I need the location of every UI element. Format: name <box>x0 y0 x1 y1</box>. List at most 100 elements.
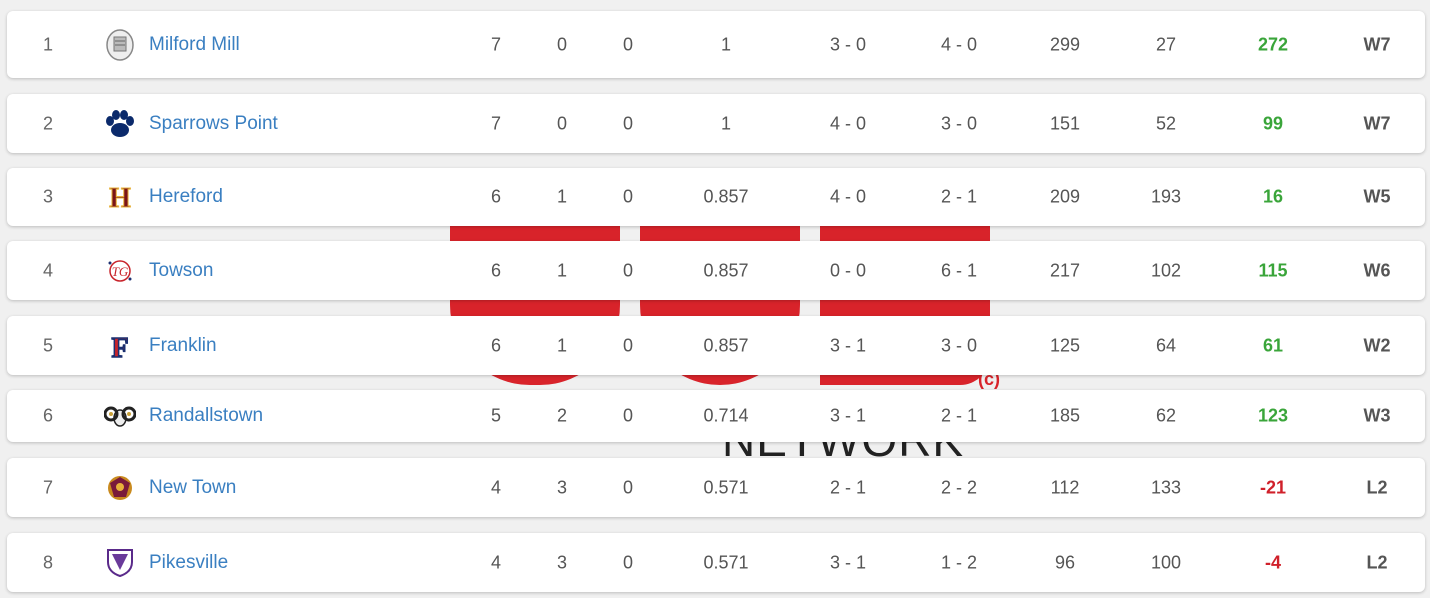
standings-row: 8 Pikesville 4 3 0 0.571 3 - 1 1 - 2 96 … <box>7 533 1425 592</box>
points-for-cell: 209 <box>1049 186 1081 207</box>
points-for-cell: 217 <box>1049 260 1081 280</box>
team-link[interactable]: Franklin <box>149 334 217 356</box>
away-cell: 1 - 2 <box>940 552 978 572</box>
home-cell: 0 - 0 <box>829 260 867 280</box>
standings-row: 1 Milford Mill 7 0 0 1 3 - 0 4 - 0 299 2… <box>7 11 1425 78</box>
rank-cell: 6 <box>42 405 54 426</box>
away-cell: 2 - 1 <box>940 186 978 207</box>
standings-row: 5 F Franklin 6 1 0 0.857 3 - 1 3 - 0 125… <box>7 316 1425 375</box>
pct-cell: 1 <box>720 34 732 54</box>
team-link[interactable]: New Town <box>149 476 237 498</box>
ties-cell: 0 <box>622 113 634 133</box>
away-cell: 3 - 0 <box>940 335 978 355</box>
team-link[interactable]: Towson <box>149 259 214 281</box>
rank-cell: 4 <box>42 260 54 280</box>
losses-cell: 2 <box>556 405 568 426</box>
away-cell: 3 - 0 <box>940 113 978 133</box>
points-for-cell: 185 <box>1049 405 1081 426</box>
points-for-cell: 299 <box>1049 34 1081 54</box>
ties-cell: 0 <box>622 552 634 572</box>
losses-cell: 0 <box>556 34 568 54</box>
team-link[interactable]: Sparrows Point <box>149 112 278 134</box>
streak-cell: W7 <box>1363 113 1391 133</box>
home-cell: 4 - 0 <box>829 186 867 207</box>
points-against-cell: 27 <box>1155 34 1177 54</box>
point-diff-cell: 16 <box>1262 186 1284 207</box>
standings-row: 4 TG Towson 6 1 0 0.857 0 - 0 6 - 1 217 … <box>7 241 1425 300</box>
losses-cell: 3 <box>556 477 568 497</box>
seal-logo-icon <box>104 28 136 61</box>
wins-cell: 7 <box>490 34 502 54</box>
pct-cell: 0.571 <box>703 552 749 572</box>
team-link[interactable]: Hereford <box>149 186 223 207</box>
home-cell: 3 - 1 <box>829 405 867 426</box>
pct-cell: 0.571 <box>703 477 749 497</box>
svg-text:F: F <box>111 333 128 360</box>
losses-cell: 1 <box>556 335 568 355</box>
losses-cell: 1 <box>556 260 568 280</box>
rank-cell: 3 <box>42 186 54 207</box>
point-diff-cell: -21 <box>1259 477 1287 497</box>
point-diff-cell: 61 <box>1262 335 1284 355</box>
standings-row: 7 New Town 4 3 0 0.571 2 - 1 2 - 2 112 1… <box>7 458 1425 517</box>
svg-text:H: H <box>109 183 131 211</box>
away-cell: 2 - 1 <box>940 405 978 426</box>
home-cell: 3 - 1 <box>829 335 867 355</box>
points-against-cell: 102 <box>1150 260 1182 280</box>
ties-cell: 0 <box>622 260 634 280</box>
wins-cell: 4 <box>490 477 502 497</box>
home-cell: 3 - 0 <box>829 34 867 54</box>
standings-row: 6 Randallstown 5 2 0 0.714 3 - 1 2 - 1 1… <box>7 390 1425 442</box>
home-cell: 2 - 1 <box>829 477 867 497</box>
streak-cell: W3 <box>1363 405 1391 426</box>
away-cell: 4 - 0 <box>940 34 978 54</box>
point-diff-cell: 99 <box>1262 113 1284 133</box>
team-link[interactable]: Randallstown <box>149 405 264 426</box>
team-link[interactable]: Milford Mill <box>149 33 240 55</box>
points-for-cell: 151 <box>1049 113 1081 133</box>
losses-cell: 3 <box>556 552 568 572</box>
pct-cell: 1 <box>720 113 732 133</box>
points-against-cell: 62 <box>1155 405 1177 426</box>
points-against-cell: 52 <box>1155 113 1177 133</box>
points-for-cell: 96 <box>1054 552 1076 572</box>
away-cell: 2 - 2 <box>940 477 978 497</box>
h-letter-logo-icon: H <box>104 181 136 213</box>
wins-cell: 6 <box>490 335 502 355</box>
titan-logo-icon <box>104 472 136 504</box>
wins-cell: 6 <box>490 186 502 207</box>
ties-cell: 0 <box>622 335 634 355</box>
pct-cell: 0.857 <box>703 186 749 207</box>
point-diff-cell: -4 <box>1264 552 1282 572</box>
paw-logo-icon <box>104 108 136 140</box>
ties-cell: 0 <box>622 34 634 54</box>
standings-row: 3 H Hereford 6 1 0 0.857 4 - 0 2 - 1 209… <box>7 168 1425 226</box>
rank-cell: 8 <box>42 552 54 572</box>
away-cell: 6 - 1 <box>940 260 978 280</box>
points-for-cell: 112 <box>1050 477 1080 497</box>
svg-text:TG: TG <box>112 264 129 279</box>
shield-logo-icon <box>104 547 136 579</box>
pct-cell: 0.857 <box>703 260 749 280</box>
losses-cell: 0 <box>556 113 568 133</box>
rank-cell: 7 <box>42 477 54 497</box>
ties-cell: 0 <box>622 477 634 497</box>
team-link[interactable]: Pikesville <box>149 551 229 573</box>
losses-cell: 1 <box>556 186 568 207</box>
ties-cell: 0 <box>622 186 634 207</box>
streak-cell: L2 <box>1366 552 1388 572</box>
pct-cell: 0.714 <box>703 405 749 426</box>
ram-logo-icon <box>104 400 136 432</box>
tg-monogram-logo-icon: TG <box>104 255 136 287</box>
points-against-cell: 64 <box>1155 335 1177 355</box>
streak-cell: W5 <box>1363 186 1391 207</box>
points-against-cell: 100 <box>1150 552 1182 572</box>
points-against-cell: 193 <box>1150 186 1182 207</box>
points-against-cell: 133 <box>1150 477 1182 497</box>
rank-cell: 1 <box>42 34 54 54</box>
home-cell: 4 - 0 <box>829 113 867 133</box>
wins-cell: 6 <box>490 260 502 280</box>
wins-cell: 7 <box>490 113 502 133</box>
streak-cell: W2 <box>1363 335 1391 355</box>
rank-cell: 5 <box>42 335 54 355</box>
